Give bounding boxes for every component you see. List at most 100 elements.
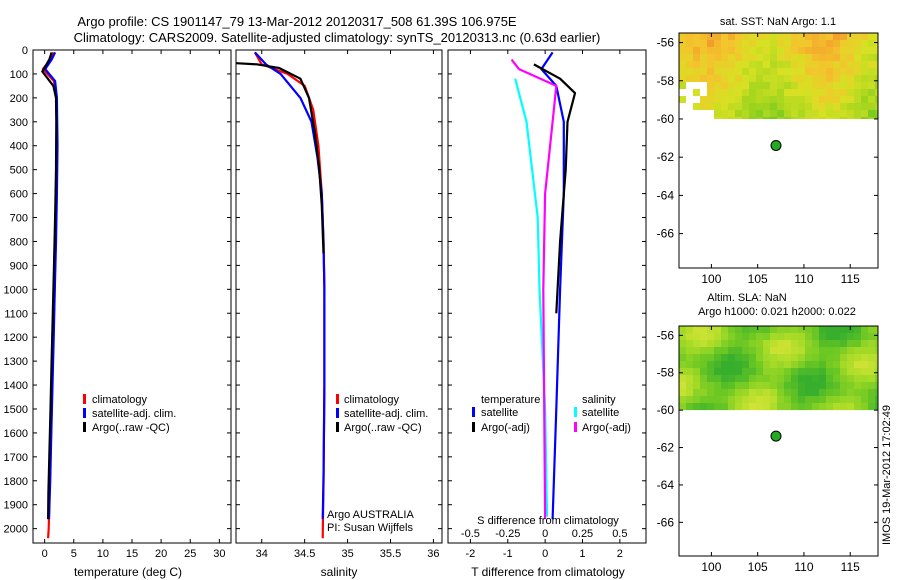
map-cell <box>819 361 826 368</box>
series-line-argo-raw-qc <box>41 52 58 520</box>
legend-s-satellite-label: satellite <box>582 407 619 419</box>
map-cell <box>798 375 805 382</box>
map-cell <box>812 354 819 361</box>
map-cell <box>798 110 805 117</box>
map-cell <box>700 368 707 375</box>
map-cell <box>679 389 686 396</box>
secondary-x-tick-label: 0.25 <box>572 528 593 540</box>
map-cell <box>735 75 742 82</box>
sla-map-frame <box>678 325 879 557</box>
map-cell <box>798 61 805 68</box>
map-cell <box>707 333 714 340</box>
map-cell <box>791 333 798 340</box>
map-cell <box>756 110 763 117</box>
map-cell <box>812 82 819 89</box>
map-cell <box>693 389 700 396</box>
lon-tick-label: 115 <box>841 560 860 574</box>
map-cell <box>693 326 700 333</box>
map-cell <box>756 361 763 368</box>
map-cell <box>735 54 742 61</box>
map-cell <box>819 117 826 119</box>
secondary-x-tick-label: -0.5 <box>461 528 480 540</box>
map-cell <box>784 340 791 347</box>
depth-tick-label: 500 <box>10 165 28 177</box>
map-cell <box>749 403 756 410</box>
map-cell <box>714 68 721 75</box>
map-cell <box>875 89 878 96</box>
map-cell <box>721 403 728 410</box>
map-cell <box>735 89 742 96</box>
legend-salinity-title: salinity <box>582 394 616 406</box>
map-cell <box>770 82 777 89</box>
map-cell <box>679 54 686 61</box>
map-cell <box>770 61 777 68</box>
map-cell <box>798 68 805 75</box>
map-cell <box>742 340 749 347</box>
series-line-temperature-argo-adj <box>533 63 577 314</box>
map-cell <box>833 333 840 340</box>
map-cell <box>791 82 798 89</box>
map-cell <box>833 33 840 40</box>
map-cell <box>749 40 756 47</box>
map-cell <box>868 75 875 82</box>
map-cell <box>798 96 805 103</box>
map-cell <box>749 368 756 375</box>
depth-tick-label: 300 <box>10 117 28 129</box>
map-cell <box>868 103 875 110</box>
map-cell <box>798 382 805 389</box>
map-cell <box>798 89 805 96</box>
map-cell <box>819 382 826 389</box>
map-cell <box>819 89 826 96</box>
lat-tick-label: -66 <box>657 515 675 529</box>
map-cell <box>749 103 756 110</box>
depth-tick-label: 1300 <box>4 356 28 368</box>
map-cell <box>777 361 784 368</box>
map-cell <box>791 347 798 354</box>
salinity-plot-frame <box>235 49 443 544</box>
map-cell <box>868 396 875 403</box>
map-cell <box>861 40 868 47</box>
map-cell <box>861 75 868 82</box>
map-cell <box>784 68 791 75</box>
map-cell <box>861 82 868 89</box>
map-cell <box>819 68 826 75</box>
map-cell <box>840 340 847 347</box>
map-cell <box>854 75 861 82</box>
map-cell <box>679 326 686 333</box>
map-cell <box>714 326 721 333</box>
difference-panel: -2 -1 0 1 2 -0.5 -0.25 0 0.25 0.5 S difference fr… <box>447 49 647 579</box>
difference-xlabel: T difference from climatology <box>471 565 625 579</box>
map-cell <box>721 368 728 375</box>
map-cell <box>847 96 854 103</box>
map-cell <box>728 82 735 89</box>
map-cell <box>861 117 868 119</box>
map-cell <box>875 389 878 396</box>
map-cell <box>812 340 819 347</box>
map-cell <box>861 354 868 361</box>
map-cell <box>847 82 854 89</box>
lat-tick-label: -64 <box>657 478 675 492</box>
legend-satellite-label: satellite-adj. clim. <box>344 408 428 420</box>
map-cell <box>749 361 756 368</box>
x-tick-label: 35.5 <box>380 548 401 560</box>
map-cell <box>777 40 784 47</box>
map-cell <box>714 382 721 389</box>
difference-plot-frame <box>447 49 647 544</box>
map-cell <box>875 40 878 47</box>
map-cell <box>686 354 693 361</box>
map-cell <box>686 361 693 368</box>
map-cell <box>686 54 693 61</box>
map-cell <box>812 403 819 410</box>
map-cell <box>756 40 763 47</box>
temperature-legend: climatology satellite-adj. clim. Argo(..… <box>83 394 176 434</box>
map-cell <box>819 368 826 375</box>
map-cell <box>840 40 847 47</box>
map-cell <box>791 47 798 54</box>
map-cell <box>854 40 861 47</box>
map-cell <box>686 40 693 47</box>
map-cell <box>875 361 878 368</box>
map-cell <box>721 389 728 396</box>
map-cell <box>847 396 854 403</box>
map-cell <box>770 326 777 333</box>
map-cell <box>833 82 840 89</box>
